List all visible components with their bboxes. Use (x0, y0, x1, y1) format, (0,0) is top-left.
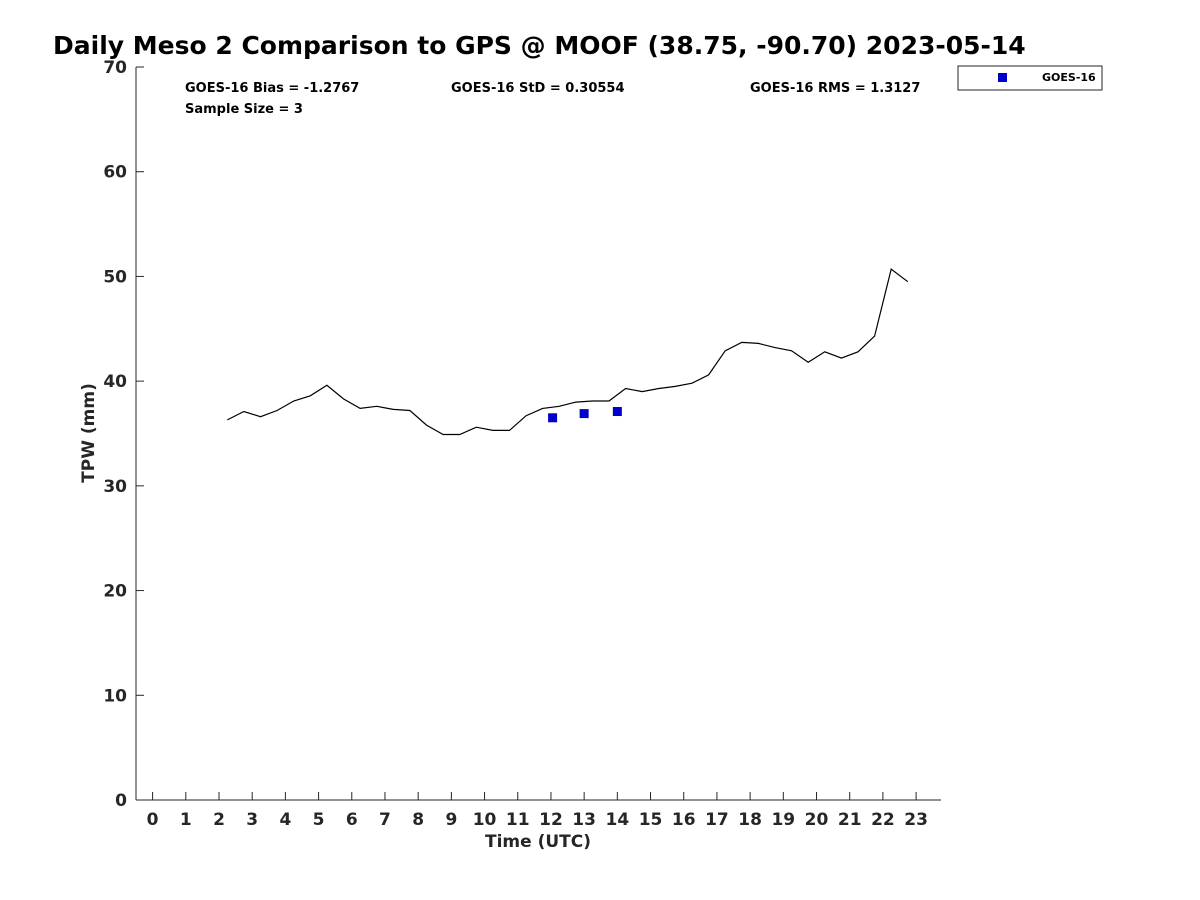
y-axis-label: TPW (mm) (79, 383, 99, 483)
goes16-point (548, 413, 558, 423)
x-tick-label: 3 (246, 810, 258, 830)
x-tick-label: 20 (805, 810, 829, 830)
y-tick-label: 10 (103, 686, 127, 706)
x-tick-label: 16 (672, 810, 696, 830)
legend: GOES-16 (957, 65, 1103, 91)
y-tick-label: 40 (103, 372, 127, 392)
x-axis-ticks: 0 1 2 3 4 5 6 7 8 9 10 11 12 13 14 15 16 17 18 19 20 21 22 23 (147, 792, 928, 830)
y-tick-label: 30 (103, 477, 127, 497)
stat-sample-size: Sample Size = 3 (185, 102, 303, 117)
y-tick-label: 0 (115, 791, 127, 811)
y-tick-label: 70 (103, 58, 127, 78)
goes16-point (579, 409, 589, 419)
x-tick-label: 7 (379, 810, 391, 830)
x-tick-label: 18 (738, 810, 762, 830)
gps-tpw-line (227, 268, 909, 436)
x-tick-label: 19 (771, 810, 795, 830)
x-tick-label: 4 (279, 810, 291, 830)
x-tick-label: 13 (572, 810, 596, 830)
stat-bias: GOES-16 Bias = -1.2767 (185, 81, 359, 96)
x-axis-label: Time (UTC) (485, 832, 591, 852)
y-axis-ticks: 0 10 20 30 40 50 60 70 (103, 58, 144, 811)
x-tick-label: 17 (705, 810, 729, 830)
stat-std: GOES-16 StD = 0.30554 (451, 81, 625, 96)
x-tick-label: 14 (606, 810, 630, 830)
x-tick-label: 8 (412, 810, 424, 830)
x-tick-label: 0 (147, 810, 159, 830)
y-tick-label: 60 (103, 163, 127, 183)
x-tick-label: 12 (539, 810, 563, 830)
legend-label-goes16: GOES-16 (1042, 71, 1096, 84)
x-tick-label: 22 (871, 810, 895, 830)
legend-marker-goes16 (998, 73, 1007, 82)
x-tick-label: 2 (213, 810, 225, 830)
chart-title: Daily Meso 2 Comparison to GPS @ MOOF (3… (53, 31, 1026, 60)
x-tick-label: 6 (346, 810, 358, 830)
goes16-point (612, 407, 622, 417)
stat-rms: GOES-16 RMS = 1.3127 (750, 81, 920, 96)
x-tick-label: 21 (838, 810, 862, 830)
x-tick-label: 9 (445, 810, 457, 830)
x-tick-label: 11 (506, 810, 530, 830)
x-tick-label: 1 (180, 810, 192, 830)
goes16-series (548, 407, 622, 423)
plot-axes (135, 67, 941, 801)
x-tick-label: 15 (639, 810, 663, 830)
x-tick-label: 5 (313, 810, 325, 830)
y-tick-label: 20 (103, 582, 127, 602)
x-tick-label: 23 (904, 810, 928, 830)
legend-box (957, 65, 1103, 91)
y-tick-label: 50 (103, 267, 127, 287)
gps-tpw-series (227, 268, 909, 436)
x-tick-label: 10 (473, 810, 497, 830)
